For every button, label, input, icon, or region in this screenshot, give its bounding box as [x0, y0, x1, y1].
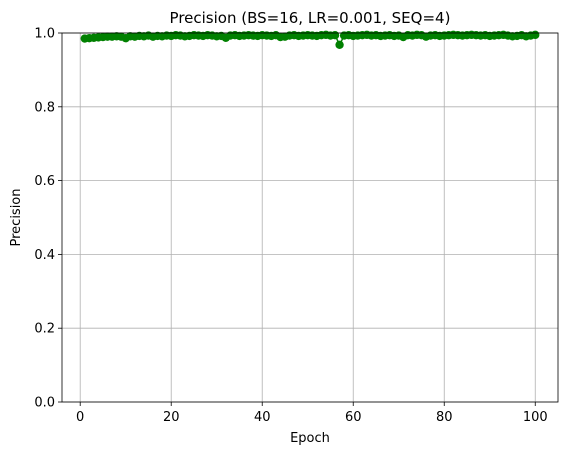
y-tick-label: 0.8: [34, 100, 55, 115]
x-tick-label: 20: [163, 410, 180, 425]
axis-ticks: 0 20 40 60 80 100 0.0 0.2 0.4 0.6 0.8 1.0: [34, 27, 547, 426]
data-point: [335, 40, 344, 50]
y-axis-label: Precision: [9, 188, 24, 246]
x-tick-label: 40: [254, 410, 271, 425]
y-tick-label: 1.0: [34, 27, 55, 42]
plot-frame: [61, 32, 559, 403]
y-tick-label: 0.0: [34, 396, 55, 411]
chart-title: Precision (BS=16, LR=0.001, SEQ=4): [170, 9, 451, 27]
y-tick-label: 0.6: [34, 174, 55, 189]
x-axis-label: Epoch: [290, 431, 330, 446]
x-tick-label: 100: [523, 410, 548, 425]
y-tick-label: 0.4: [34, 248, 55, 263]
x-tick-label: 60: [345, 410, 362, 425]
data-point: [330, 31, 340, 40]
x-tick-label: 80: [436, 410, 453, 425]
data-point: [531, 30, 540, 40]
x-tick-label: 0: [76, 410, 84, 425]
y-tick-label: 0.2: [34, 322, 55, 337]
